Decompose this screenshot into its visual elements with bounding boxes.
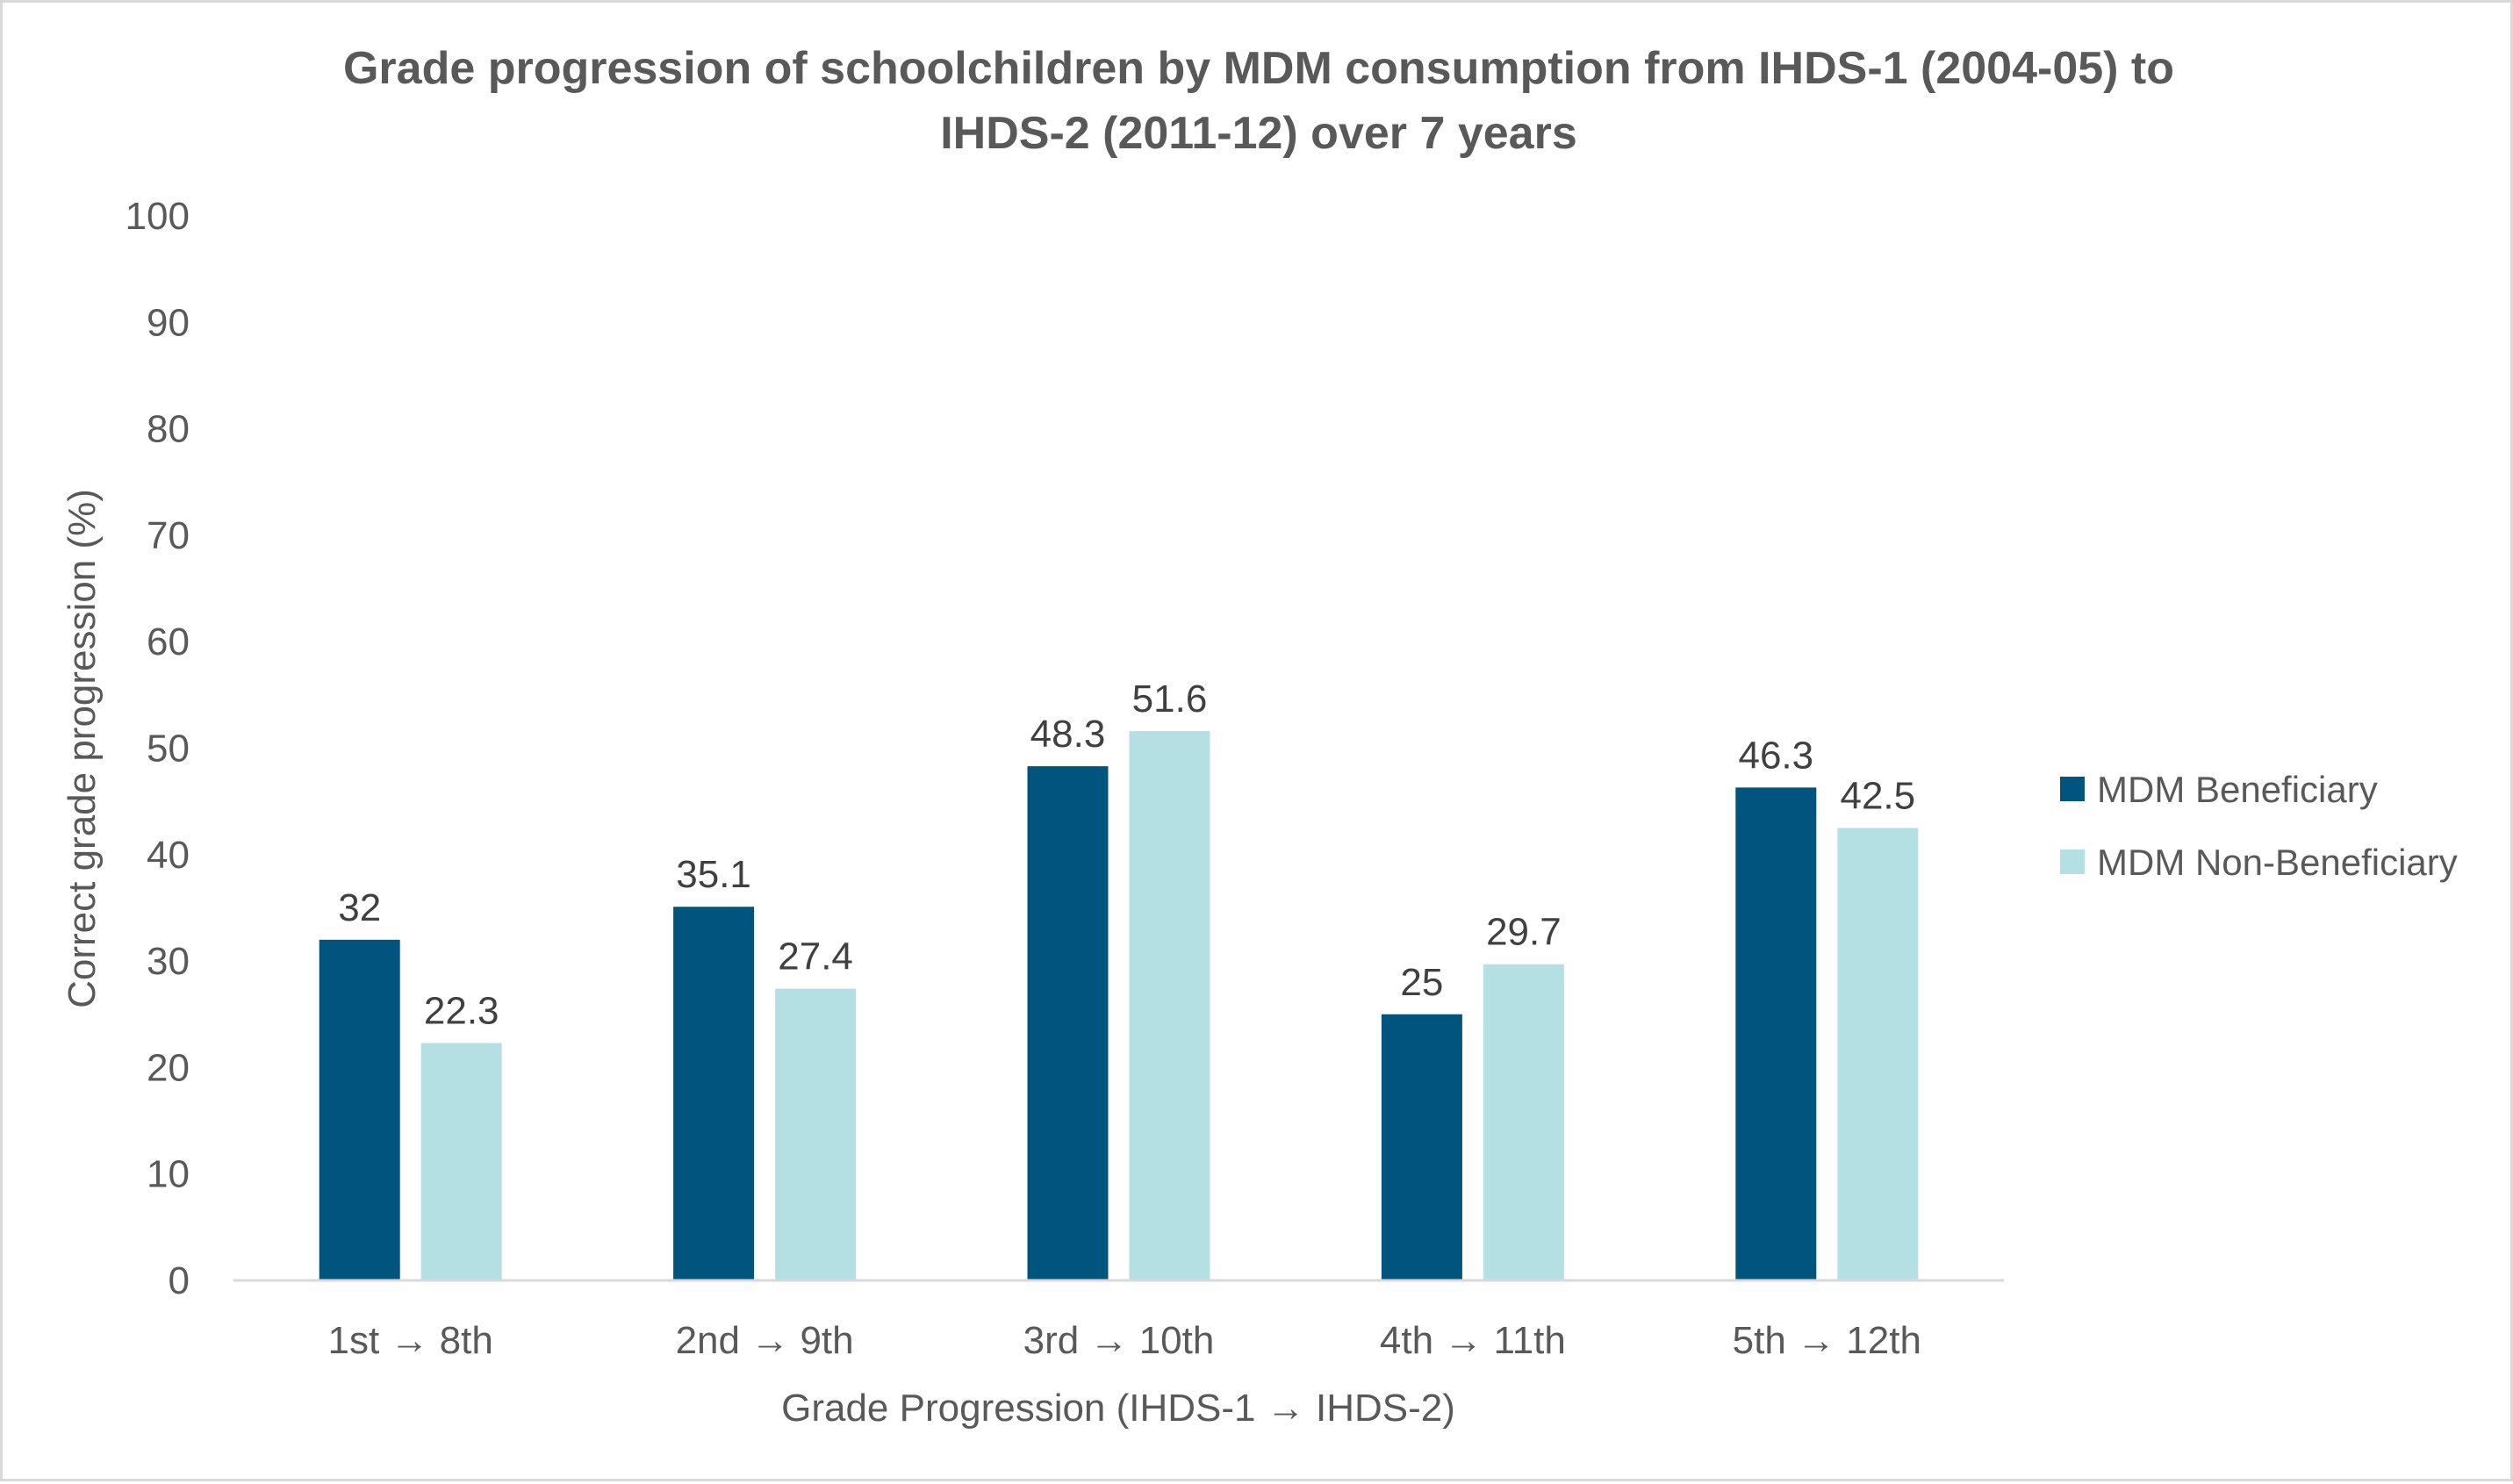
bar <box>775 988 857 1280</box>
x-axis-ticks: 1st → 8th 2nd → 9th 3rd → 10th 4th → 11th 5t… <box>328 1319 1921 1362</box>
bar <box>420 1043 502 1280</box>
y-tick-label: 70 <box>147 514 190 557</box>
legend-label: MDM Beneficiary <box>2097 769 2378 810</box>
y-axis-title: Correct grade progression (%) <box>61 489 104 1008</box>
bar <box>1735 787 1817 1280</box>
chart-title-line-1: Grade progression of schoolchildren by M… <box>343 43 2174 94</box>
data-label: 27.4 <box>778 936 853 979</box>
data-labels-group: 32 22.3 35.1 27.4 48.3 51.6 25 29.7 46.3 42.5 <box>338 677 1915 1032</box>
bar <box>1381 1014 1462 1280</box>
y-tick-label: 20 <box>147 1046 190 1089</box>
data-label: 35.1 <box>676 853 751 896</box>
y-tick-label: 0 <box>169 1259 190 1302</box>
y-tick-label: 10 <box>147 1153 190 1196</box>
x-tick-label: 4th → 11th <box>1380 1319 1566 1362</box>
chart-title-line-2: IHDS-2 (2011-12) over 7 years <box>940 108 1577 159</box>
y-tick-label: 30 <box>147 940 190 983</box>
bar <box>1483 964 1564 1280</box>
data-label: 22.3 <box>424 990 499 1033</box>
data-label: 48.3 <box>1030 713 1106 756</box>
data-label: 32 <box>338 886 381 929</box>
x-tick-label: 5th → 12th <box>1733 1319 1921 1362</box>
y-tick-label: 60 <box>147 620 190 663</box>
data-label: 46.3 <box>1738 734 1813 777</box>
data-label: 29.7 <box>1486 911 1562 954</box>
bars-group <box>319 731 1919 1280</box>
y-tick-label: 90 <box>147 301 190 344</box>
x-tick-label: 2nd → 9th <box>676 1319 854 1362</box>
bar <box>319 939 400 1280</box>
bar <box>1129 731 1210 1280</box>
y-tick-label: 40 <box>147 834 190 877</box>
y-axis-ticks: 0 10 20 30 40 50 60 70 80 90 100 <box>126 195 190 1302</box>
y-tick-label: 80 <box>147 408 190 451</box>
y-tick-label: 100 <box>126 195 190 238</box>
bar <box>673 907 755 1280</box>
data-label: 51.6 <box>1132 677 1208 720</box>
bar-chart: Grade progression of schoolchildren by M… <box>61 43 2458 1430</box>
bar <box>1837 828 1919 1280</box>
x-tick-label: 3rd → 10th <box>1023 1319 1215 1362</box>
chart-title: Grade progression of schoolchildren by M… <box>343 43 2174 159</box>
legend-swatch <box>2060 777 2085 801</box>
data-label: 25 <box>1400 961 1443 1004</box>
x-tick-label: 1st → 8th <box>328 1319 493 1362</box>
x-axis-title: Grade Progression (IHDS-1 → IHDS-2) <box>781 1387 1455 1430</box>
bar <box>1027 766 1109 1280</box>
legend-swatch <box>2060 850 2085 874</box>
y-tick-label: 50 <box>147 728 190 771</box>
legend: MDM Beneficiary MDM Non-Beneficiary <box>2060 769 2458 883</box>
legend-label: MDM Non-Beneficiary <box>2097 842 2458 883</box>
data-label: 42.5 <box>1840 774 1915 817</box>
